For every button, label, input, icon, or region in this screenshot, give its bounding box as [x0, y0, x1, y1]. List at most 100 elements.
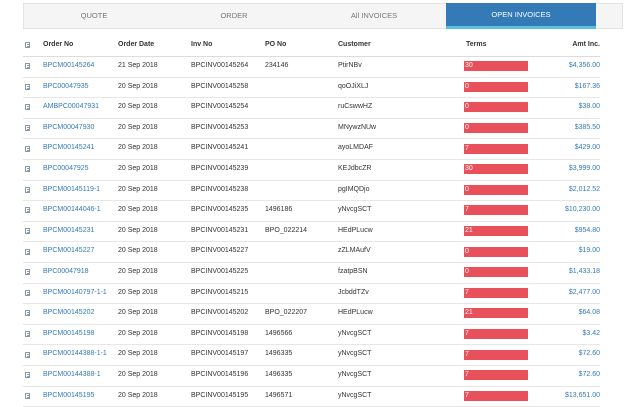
table-row[interactable]: BPCM00144046-1 20 Sep 2018 BPCINV00145235 1…	[23, 200, 600, 222]
header-order-date[interactable]: Order Date	[118, 41, 155, 48]
document-icon[interactable]	[25, 186, 30, 193]
tab-order[interactable]: ORDER	[220, 11, 248, 20]
header-terms[interactable]: Terms	[466, 41, 487, 48]
order-no-link[interactable]: BPCM00144046-1	[43, 206, 101, 214]
amount-link[interactable]: $2,012.52	[568, 185, 600, 193]
header-customer[interactable]: Customer	[338, 41, 371, 48]
amount-link[interactable]: $954.80	[574, 226, 600, 234]
table-row[interactable]: BPCM00145198 20 Sep 2018 BPCINV00145198 149…	[23, 324, 600, 346]
order-no-link[interactable]: BPCM00144388-1-1	[43, 350, 107, 358]
order-no-link[interactable]: BPCM00144388-1	[43, 371, 101, 378]
terms-badge: 7	[464, 329, 528, 340]
invoice-tabs: QUOTE ORDER All INVOICES OPEN INVOICES	[23, 3, 623, 29]
table-row[interactable]: BPCM00145195 20 Sep 2018 BPCINV00145195 149…	[23, 386, 600, 407]
order-no-link[interactable]: BPCM00145198	[43, 329, 95, 337]
table-row[interactable]: BPCM00145227 20 Sep 2018 BPCINV00145227 zZL…	[23, 241, 600, 263]
customer: MNywzNUw	[338, 123, 377, 131]
document-icon[interactable]	[25, 145, 30, 152]
order-no-link[interactable]: BPCM00145195	[43, 391, 95, 399]
table-row[interactable]: AMBPC00047931 20 Sep 2018 BPCINV00145254 ru…	[23, 97, 600, 119]
order-no-link[interactable]: AMBPC00047931	[43, 103, 100, 111]
order-no-link[interactable]: BPCM00047930	[43, 123, 95, 131]
header-amt[interactable]: Amt Inc.	[572, 41, 600, 48]
document-icon[interactable]	[25, 248, 30, 255]
document-icon[interactable]	[25, 289, 30, 296]
table-row[interactable]: BPC00047925 20 Sep 2018 BPCINV00145239 KEJd…	[23, 159, 600, 181]
terms-badge: 7	[464, 349, 528, 360]
amount-link[interactable]: $3,999.00	[568, 165, 600, 172]
document-icon[interactable]	[25, 104, 30, 111]
document-icon[interactable]	[25, 310, 30, 317]
amount-link[interactable]: $72.60	[578, 350, 600, 358]
amount-link[interactable]: $1,433.18	[568, 268, 600, 275]
table-row[interactable]: BPCM00145119-1 20 Sep 2018 BPCINV00145238 p…	[23, 180, 600, 202]
header-inv-no[interactable]: Inv No	[191, 41, 213, 48]
inv-no: BPCINV00145258	[191, 82, 249, 90]
document-icon[interactable]	[25, 125, 30, 132]
amount-link[interactable]: $19.00	[578, 247, 600, 255]
terms-badge: 0	[464, 102, 528, 113]
amount-link[interactable]: $38.00	[578, 103, 600, 111]
header-order-no[interactable]: Order No	[43, 41, 74, 48]
table-row[interactable]: BPCM00144388-1 20 Sep 2018 BPCINV00145196 1…	[23, 365, 600, 387]
inv-no: BPCINV00145241	[191, 144, 249, 152]
document-icon[interactable]	[25, 83, 30, 90]
customer: HEdPLucw	[338, 309, 373, 317]
document-icon[interactable]	[25, 269, 30, 276]
inv-no: BPCINV00145196	[191, 371, 249, 378]
amount-link[interactable]: $167.36	[574, 82, 600, 90]
document-icon[interactable]	[25, 392, 30, 399]
amount-link[interactable]: $64.08	[578, 309, 600, 317]
document-icon[interactable]	[25, 207, 30, 214]
table-row[interactable]: BPCM00047930 20 Sep 2018 BPCINV00145253 MNy…	[23, 118, 600, 140]
table-row[interactable]: BPCM00144388-1-1 20 Sep 2018 BPCINV0014519…	[23, 344, 600, 366]
tab-all-invoices[interactable]: All INVOICES	[350, 11, 398, 20]
order-date: 20 Sep 2018	[118, 226, 158, 234]
order-no-link[interactable]: BPC00047935	[43, 82, 89, 90]
order-no-link[interactable]: BPCM00145264	[43, 62, 95, 69]
po-no: 1496335	[265, 350, 293, 358]
amount-link[interactable]: $385.50	[574, 123, 600, 131]
order-no-link[interactable]: BPC00047925	[43, 165, 89, 172]
document-icon[interactable]	[25, 331, 30, 338]
inv-no: BPCINV00145197	[191, 350, 249, 358]
inv-no: BPCINV00145264	[191, 62, 249, 69]
tab-quote[interactable]: QUOTE	[80, 11, 108, 20]
order-no-link[interactable]: BPCM00140797-1-1	[43, 288, 107, 296]
order-date: 20 Sep 2018	[118, 288, 158, 296]
amount-link[interactable]: $10,230.00	[564, 206, 600, 214]
order-no-link[interactable]: BPCM00145227	[43, 247, 95, 255]
inv-no: BPCINV00145239	[191, 165, 249, 172]
amount-link[interactable]: $72.60	[578, 371, 600, 378]
header-po-no[interactable]: PO No	[265, 41, 287, 48]
amount-link[interactable]: $4,356.00	[568, 62, 600, 69]
customer: pgIMQDjo	[338, 185, 370, 193]
amount-link[interactable]: $429.00	[574, 144, 600, 152]
customer: qoOJiXLJ	[338, 82, 369, 90]
table-row[interactable]: BPC00047935 20 Sep 2018 BPCINV00145258 qoOJ…	[23, 77, 600, 99]
order-no-link[interactable]: BPCM00145231	[43, 226, 95, 234]
tab-open-invoices[interactable]: OPEN INVOICES	[446, 3, 596, 29]
document-icon[interactable]	[25, 372, 30, 379]
table-row[interactable]: BPCM00145202 20 Sep 2018 BPCINV00145202 BPO…	[23, 303, 600, 325]
table-row[interactable]: BPC00047918 20 Sep 2018 BPCINV00145225 fzat…	[23, 262, 600, 284]
document-icon[interactable]	[25, 166, 30, 173]
inv-no: BPCINV00145227	[191, 247, 249, 255]
amount-link[interactable]: $13,651.00	[564, 391, 600, 399]
document-icon[interactable]	[25, 228, 30, 235]
customer: HEdPLucw	[338, 226, 373, 234]
order-no-link[interactable]: BPC00047918	[43, 268, 89, 275]
amount-link[interactable]: $3.42	[582, 329, 600, 337]
table-row[interactable]: BPCM00145231 20 Sep 2018 BPCINV00145231 BPO…	[23, 221, 600, 243]
table-row[interactable]: BPCM00140797-1-1 20 Sep 2018 BPCINV0014521…	[23, 283, 600, 305]
order-no-link[interactable]: BPCM00145241	[43, 144, 95, 152]
customer: fzatpBSN	[338, 268, 368, 275]
amount-link[interactable]: $2,477.00	[568, 288, 600, 296]
terms-badge: 30	[464, 164, 528, 175]
table-row[interactable]: BPCM00145264 21 Sep 2018 BPCINV00145264 234…	[23, 56, 600, 78]
order-no-link[interactable]: BPCM00145119-1	[43, 185, 101, 193]
document-icon[interactable]	[25, 351, 30, 358]
table-row[interactable]: BPCM00145241 20 Sep 2018 BPCINV00145241 ayo…	[23, 138, 600, 160]
order-no-link[interactable]: BPCM00145202	[43, 309, 95, 317]
document-icon[interactable]	[25, 63, 30, 70]
